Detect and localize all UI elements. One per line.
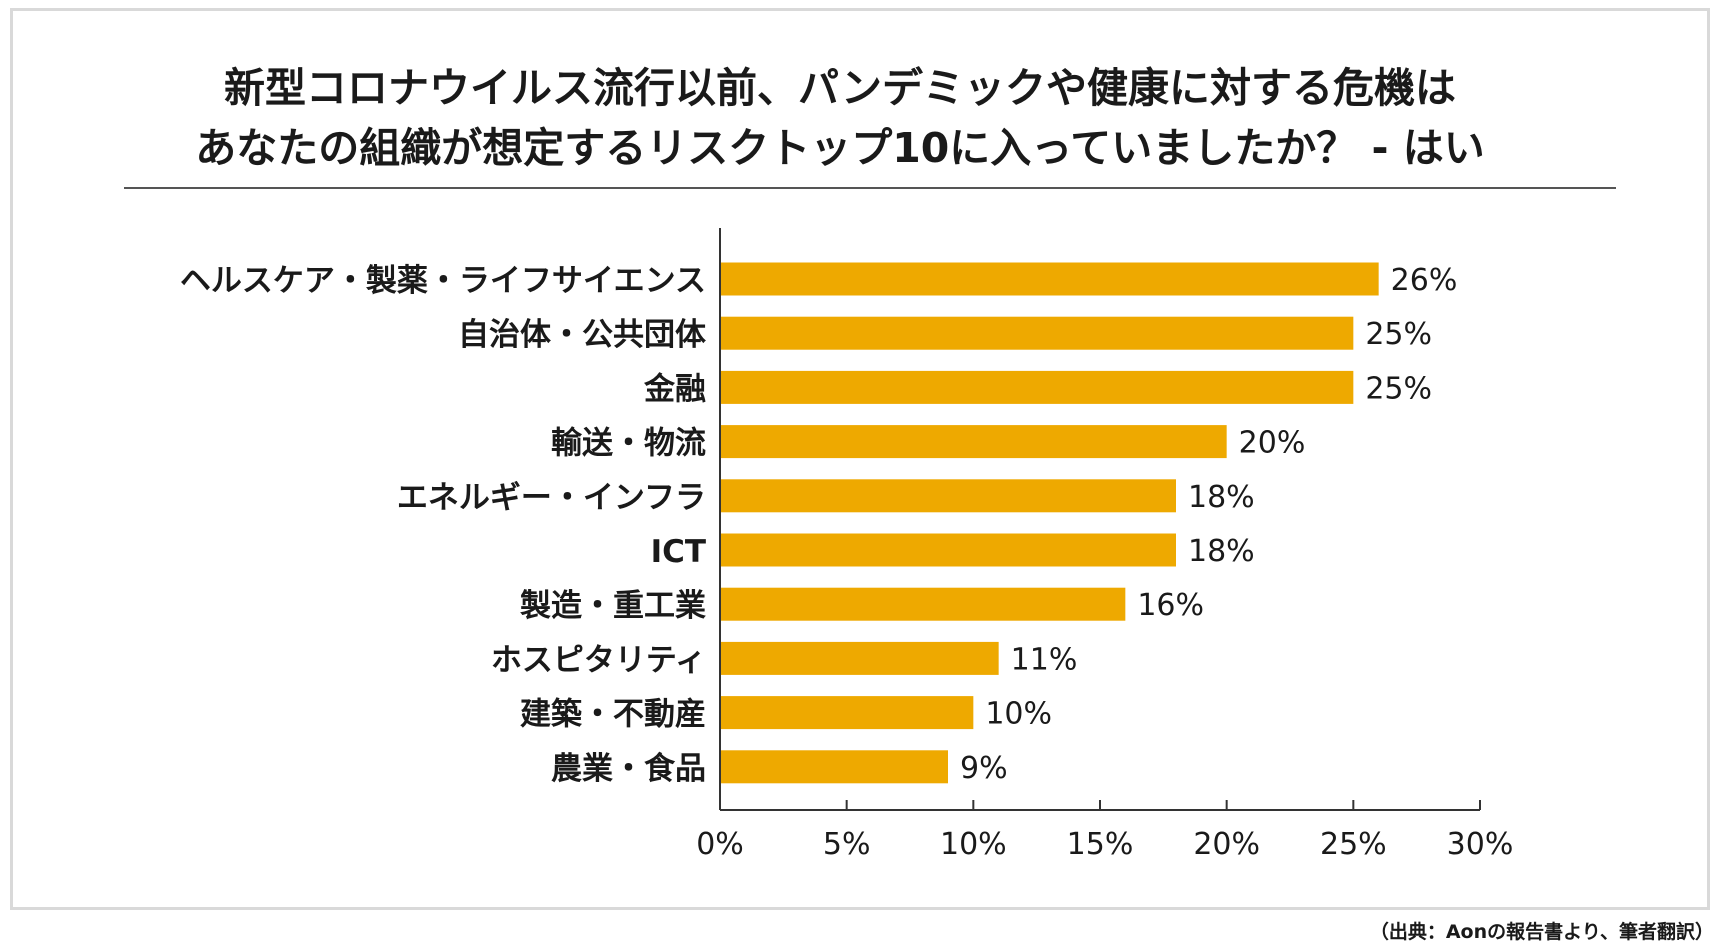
category-label-3: 金融 [643,371,706,407]
data-label-10: 9% [960,751,1008,786]
bar-1 [720,262,1379,296]
x-tick-label-2: 5% [823,827,871,862]
data-label-6: 18% [1188,534,1255,569]
data-label-5: 18% [1188,480,1255,515]
bar-8 [720,641,999,675]
category-label-4: 輸送・物流 [551,426,706,462]
bar-9 [720,696,974,730]
x-tick-label-1: 0% [696,827,744,862]
category-label-6: ICT [651,534,706,570]
bar-2 [720,316,1354,350]
source-note: （出典：Aonの報告書より、筆者翻訳） [1369,921,1714,943]
x-tick-label-7: 30% [1447,827,1514,862]
category-label-9: 建築・不動産 [520,697,706,733]
bar-5 [720,479,1176,513]
category-label-7: 製造・重工業 [520,588,706,624]
data-label-9: 10% [985,697,1052,732]
bar-6 [720,533,1176,567]
bar-4 [720,425,1227,459]
category-label-1: ヘルスケア・製薬・ライフサイエンス [180,263,706,299]
x-tick-label-4: 15% [1067,827,1134,862]
data-label-7: 16% [1137,588,1204,623]
data-label-3: 25% [1365,371,1432,406]
bar-7 [720,587,1126,621]
x-tick-label-5: 20% [1193,827,1260,862]
title-divider [124,187,1616,189]
data-label-4: 20% [1239,426,1306,461]
x-tick-label-6: 25% [1320,827,1387,862]
chart-title: 新型コロナウイルス流行以前、パンデミックや健康に対する危機は あなたの組織が想定… [40,58,1640,178]
chart-title-line-2: あなたの組織が想定するリスクトップ10に入っていましたか？ - はい [195,124,1485,172]
category-label-2: 自治体・公共団体 [458,317,706,353]
category-label-10: 農業・食品 [551,751,706,787]
bar-10 [720,750,948,784]
bar-3 [720,370,1354,404]
x-tick-label-3: 10% [940,827,1007,862]
data-label-2: 25% [1365,317,1432,352]
data-label-8: 11% [1011,642,1078,677]
category-label-5: エネルギー・インフラ [397,480,706,516]
data-label-1: 26% [1391,263,1458,298]
category-label-8: ホスピタリティ [491,642,706,678]
chart-title-line-1: 新型コロナウイルス流行以前、パンデミックや健康に対する危機は [223,64,1457,112]
